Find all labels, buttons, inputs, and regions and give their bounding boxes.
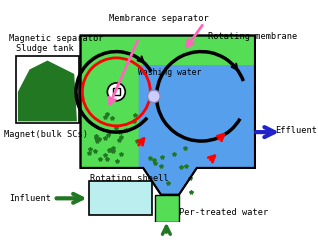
Text: Magnetic separator: Magnetic separator [9,34,103,43]
Text: Sludge tank: Sludge tank [16,44,74,53]
Text: Washing water: Washing water [138,68,202,77]
Text: Membrance separator: Membrance separator [109,14,209,23]
Circle shape [148,90,160,102]
Bar [155,195,179,222]
Text: Per-treated water: Per-treated water [179,208,268,217]
Polygon shape [139,65,255,195]
Text: Magnet(bulk SCs): Magnet(bulk SCs) [4,130,88,139]
Text: Effluent: Effluent [276,126,318,135]
Bar [16,56,79,123]
Text: Per-process
unit: Per-process unit [92,189,150,208]
Text: Influent: Influent [9,194,51,203]
Bar [113,88,120,96]
Circle shape [107,83,125,101]
Text: Rotating membrane: Rotating membrane [209,32,298,41]
Text: Rotating sheell: Rotating sheell [90,174,169,183]
Bar [89,181,152,215]
Polygon shape [18,60,77,121]
Polygon shape [80,36,255,195]
